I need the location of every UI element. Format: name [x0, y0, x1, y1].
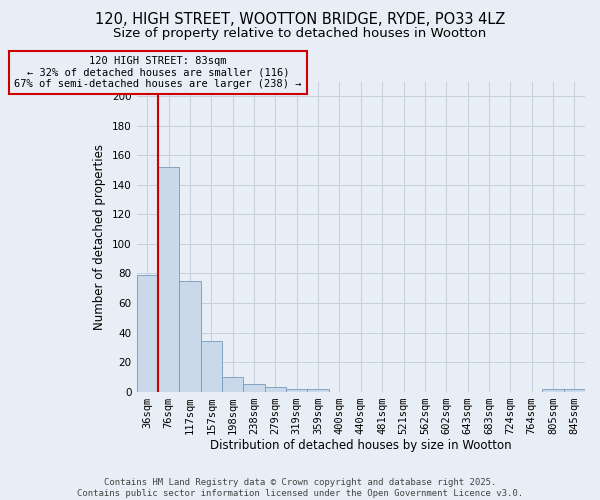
Bar: [307, 388, 329, 392]
Text: Size of property relative to detached houses in Wootton: Size of property relative to detached ho…: [113, 28, 487, 40]
Bar: [563, 388, 585, 392]
Bar: [244, 384, 265, 392]
Bar: [222, 377, 244, 392]
Bar: [179, 281, 200, 392]
Bar: [158, 167, 179, 392]
Bar: [286, 388, 307, 392]
Bar: [200, 342, 222, 392]
X-axis label: Distribution of detached houses by size in Wootton: Distribution of detached houses by size …: [210, 440, 512, 452]
Text: 120, HIGH STREET, WOOTTON BRIDGE, RYDE, PO33 4LZ: 120, HIGH STREET, WOOTTON BRIDGE, RYDE, …: [95, 12, 505, 28]
Text: Contains HM Land Registry data © Crown copyright and database right 2025.
Contai: Contains HM Land Registry data © Crown c…: [77, 478, 523, 498]
Text: 120 HIGH STREET: 83sqm
← 32% of detached houses are smaller (116)
67% of semi-de: 120 HIGH STREET: 83sqm ← 32% of detached…: [14, 56, 302, 89]
Bar: [137, 275, 158, 392]
Bar: [542, 388, 563, 392]
Bar: [265, 387, 286, 392]
Y-axis label: Number of detached properties: Number of detached properties: [94, 144, 106, 330]
